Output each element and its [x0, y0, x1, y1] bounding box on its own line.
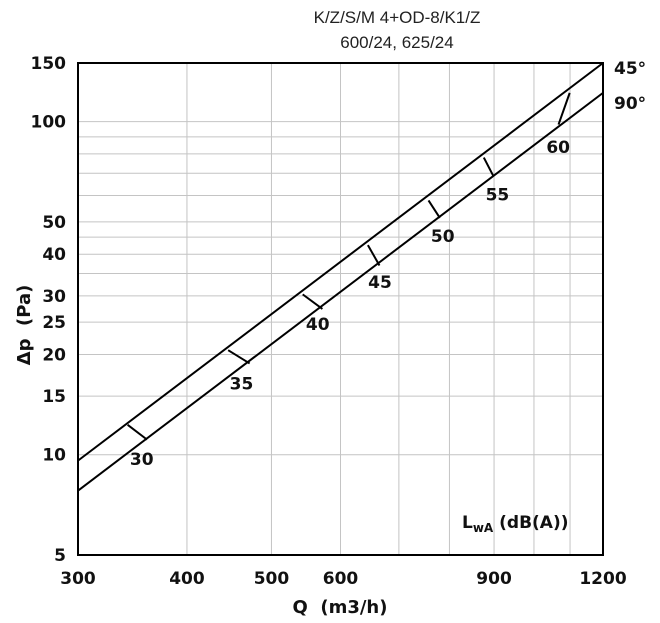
- sound-level-label: 45: [368, 273, 392, 293]
- series-label: 90°: [614, 94, 646, 114]
- sound-level-label: 35: [230, 374, 254, 394]
- x-tick-label: 300: [60, 569, 96, 589]
- x-tick-labels: 300 400 500 600 900 1200: [60, 569, 627, 589]
- plot-frame: [77, 62, 604, 556]
- sound-level-marks: [127, 92, 571, 441]
- sound-level-mark: [482, 157, 495, 178]
- sound-level-labels: 30 35 40 45 50 55 60: [130, 138, 570, 470]
- series-labels: 45° 90°: [614, 59, 646, 114]
- y-tick-label: 50: [42, 213, 66, 233]
- sound-level-mark: [557, 92, 571, 125]
- sound-power-label: LwA (dB(A)): [462, 513, 569, 535]
- y-tick-label: 150: [31, 54, 67, 74]
- sound-level-mark: [227, 349, 251, 365]
- sound-level-label: 60: [546, 138, 570, 158]
- sound-level-label: 50: [431, 227, 455, 247]
- x-axis-label: Q (m3/h): [293, 597, 388, 618]
- series-line: [77, 62, 604, 462]
- chart-title: K/Z/S/M 4+OD-8/K1/Z: [314, 8, 481, 27]
- x-tick-label: 600: [323, 569, 359, 589]
- y-tick-label: 10: [42, 446, 66, 466]
- sound-power-sub: wA: [473, 521, 494, 535]
- x-tick-label: 500: [254, 569, 290, 589]
- sound-level-mark: [427, 199, 441, 219]
- y-tick-label: 5: [54, 546, 66, 566]
- chart-subtitle: 600/24, 625/24: [340, 33, 453, 52]
- sound-level-mark: [127, 423, 148, 441]
- sound-power-unit: (dB(A)): [493, 513, 568, 533]
- x-tick-label: 900: [476, 569, 512, 589]
- y-tick-labels: 5 10 15 20 25 30 40 50 100 150: [31, 54, 67, 566]
- y-axis-label: Δp (Pa): [14, 285, 35, 366]
- y-tick-label: 30: [42, 287, 66, 307]
- y-tick-label: 100: [31, 113, 67, 133]
- x-tick-label: 400: [169, 569, 205, 589]
- y-tick-label: 25: [42, 313, 66, 333]
- grid-lines: [77, 62, 604, 556]
- series-lines: [77, 62, 604, 492]
- sound-level-mark: [302, 293, 323, 310]
- sound-level-label: 40: [306, 315, 330, 335]
- y-tick-label: 40: [42, 245, 66, 265]
- series-line: [77, 92, 604, 492]
- sound-level-label: 30: [130, 450, 154, 470]
- y-tick-label: 15: [42, 387, 66, 407]
- sound-level-label: 55: [486, 185, 510, 205]
- x-tick-label: 1200: [579, 569, 626, 589]
- sound-level-mark: [367, 244, 381, 266]
- series-label: 45°: [614, 59, 646, 79]
- sound-power-main: L: [462, 513, 473, 533]
- y-tick-label: 20: [42, 345, 66, 365]
